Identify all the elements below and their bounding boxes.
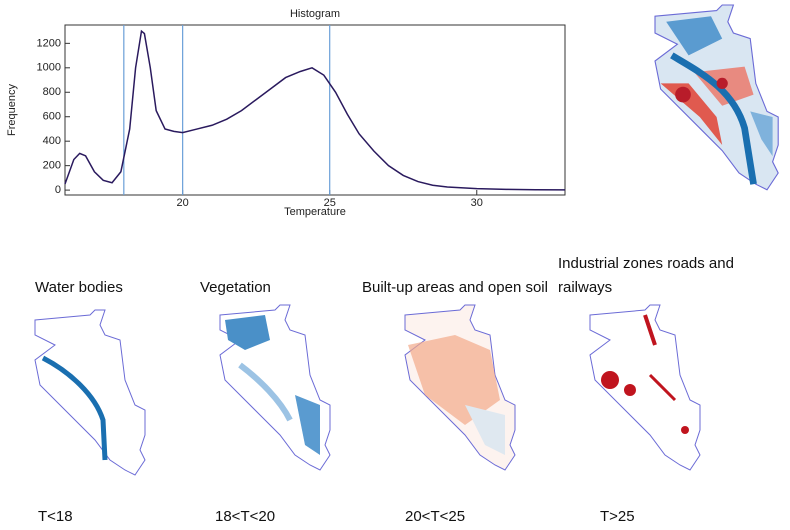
x-axis-label: Temperature xyxy=(284,206,346,218)
panel-range: T<18 xyxy=(38,508,73,525)
histogram-line xyxy=(64,29,566,191)
panel-title: Vegetation xyxy=(200,279,271,296)
panel-range: 18<T<20 xyxy=(215,508,276,525)
y-tick-label: 400 xyxy=(43,135,61,147)
chart-title: Histogram xyxy=(290,8,340,20)
map-builtup xyxy=(404,304,516,471)
y-tick-label: 200 xyxy=(43,160,61,172)
panel-title: Industrial zones roads and railways xyxy=(558,255,734,296)
y-axis-label: Frequency xyxy=(6,84,18,136)
panel-range: T>25 xyxy=(600,508,635,525)
map-industrial xyxy=(589,304,701,471)
x-tick-label: 30 xyxy=(471,197,483,209)
y-tick-label: 1000 xyxy=(37,62,61,74)
plot-frame xyxy=(64,24,566,196)
map-water xyxy=(34,309,146,476)
y-tick-label: 1200 xyxy=(37,37,61,49)
x-tick-label: 20 xyxy=(177,197,189,209)
panel-title: Built-up areas and open soil xyxy=(362,279,548,296)
x-tick-label: 25 xyxy=(324,197,336,209)
y-tick-label: 800 xyxy=(43,86,61,98)
panel-title: Water bodies xyxy=(35,279,123,296)
map-vegetation xyxy=(219,304,331,471)
overview-map xyxy=(654,4,779,191)
y-tick-label: 600 xyxy=(43,111,61,123)
y-tick-label: 0 xyxy=(55,184,61,196)
panel-range: 20<T<25 xyxy=(405,508,466,525)
